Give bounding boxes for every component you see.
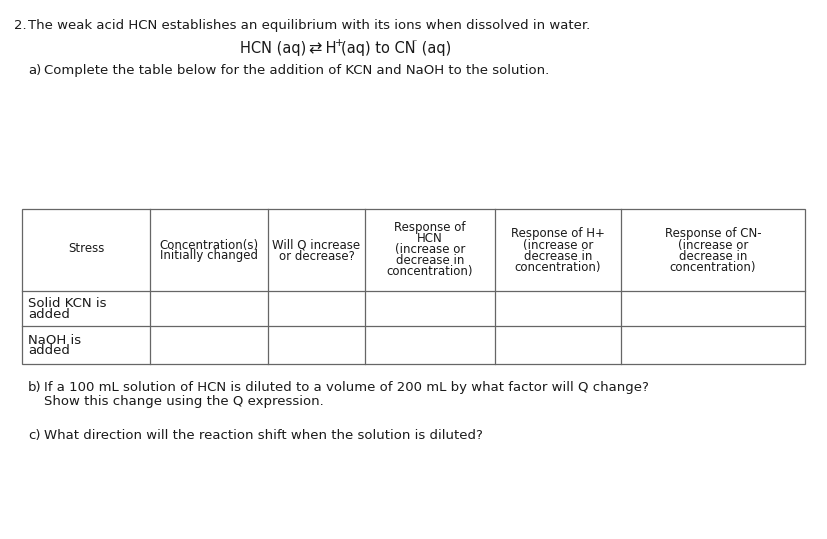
Text: b): b) [28,381,41,394]
Text: decrease in: decrease in [523,250,592,262]
Text: +: + [335,38,344,48]
Text: The weak acid HCN establishes an equilibrium with its ions when dissolved in wat: The weak acid HCN establishes an equilib… [28,19,590,32]
Text: Response of CN-: Response of CN- [665,227,762,240]
Text: concentration): concentration) [387,266,473,279]
Text: Stress: Stress [68,241,104,254]
Text: Complete the table below for the addition of KCN and NaOH to the solution.: Complete the table below for the additio… [44,64,549,77]
Text: (aq): (aq) [417,41,452,56]
Text: Response of: Response of [394,222,466,234]
Text: (increase or: (increase or [523,238,593,252]
Text: Solid KCN is: Solid KCN is [28,297,107,310]
Text: What direction will the reaction shift when the solution is diluted?: What direction will the reaction shift w… [44,429,483,442]
Bar [22,209,805,364]
Text: Will Q increase: Will Q increase [272,238,361,252]
Text: NaOH is: NaOH is [28,334,81,347]
Text: added: added [28,344,69,357]
Text: Show this change using the Q expression.: Show this change using the Q expression. [44,395,323,408]
Text: decrease in: decrease in [679,250,747,262]
Text: (increase or: (increase or [678,238,748,252]
Text: decrease in: decrease in [396,254,464,267]
Text: (increase or: (increase or [394,244,465,257]
Text: 2.: 2. [14,19,26,32]
Text: ⁻: ⁻ [411,38,417,48]
Text: concentration): concentration) [514,260,601,273]
Text: Initially changed: Initially changed [160,250,258,262]
Text: ⇄: ⇄ [308,41,322,56]
Text: c): c) [28,429,41,442]
Text: Concentration(s): Concentration(s) [160,238,259,252]
Text: concentration): concentration) [670,260,756,273]
Text: a): a) [28,64,41,77]
Text: or decrease?: or decrease? [279,250,355,262]
Text: (aq) to CN: (aq) to CN [341,41,416,56]
Text: H: H [321,41,337,56]
Text: added: added [28,308,69,321]
Text: HCN: HCN [417,232,443,245]
Text: If a 100 mL solution of HCN is diluted to a volume of 200 mL by what factor will: If a 100 mL solution of HCN is diluted t… [44,381,649,394]
Text: Response of H+: Response of H+ [511,227,605,240]
Text: HCN (aq): HCN (aq) [240,41,311,56]
